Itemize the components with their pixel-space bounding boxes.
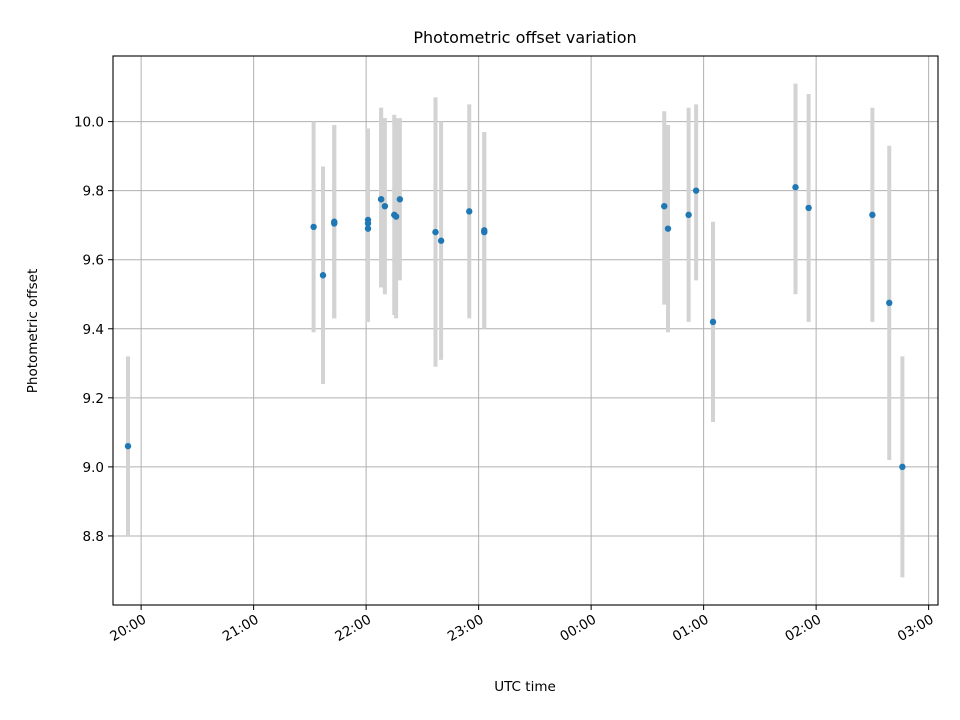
y-tick-label: 9.6 [83,253,104,269]
data-point [381,202,389,210]
data-point [685,211,692,219]
data-point [319,272,327,279]
data-point [466,208,473,215]
data-point [392,213,400,220]
y-tick-label: 10.0 [74,115,104,131]
y-tick-label: 9.2 [83,391,104,407]
data-point [869,211,876,219]
plot-frame [112,55,939,606]
data-point [331,220,338,227]
y-tick-label: 8.8 [83,529,104,545]
data-point [692,187,700,194]
y-tick-label: 9.4 [83,322,104,338]
data-point [792,184,799,191]
y-axis-label: Photometric offset [25,269,41,393]
data-point [124,442,132,450]
data-point [709,318,717,326]
data-point [310,223,317,231]
data-point [664,225,672,232]
data-point [432,228,439,236]
data-point [377,196,385,203]
x-axis-label: UTC time [494,679,556,695]
y-tick-label: 9.8 [83,184,104,200]
data-point [396,196,404,203]
data-points [124,184,906,471]
data-point [805,204,812,212]
data-point [364,225,372,232]
data-point [481,228,488,236]
data-point [437,237,445,244]
data-point [899,463,906,471]
data-point [886,299,893,307]
chart-title: Photometric offset variation [413,28,636,47]
data-point [364,220,372,227]
data-point [661,202,668,210]
y-tick-label: 9.0 [83,460,104,476]
